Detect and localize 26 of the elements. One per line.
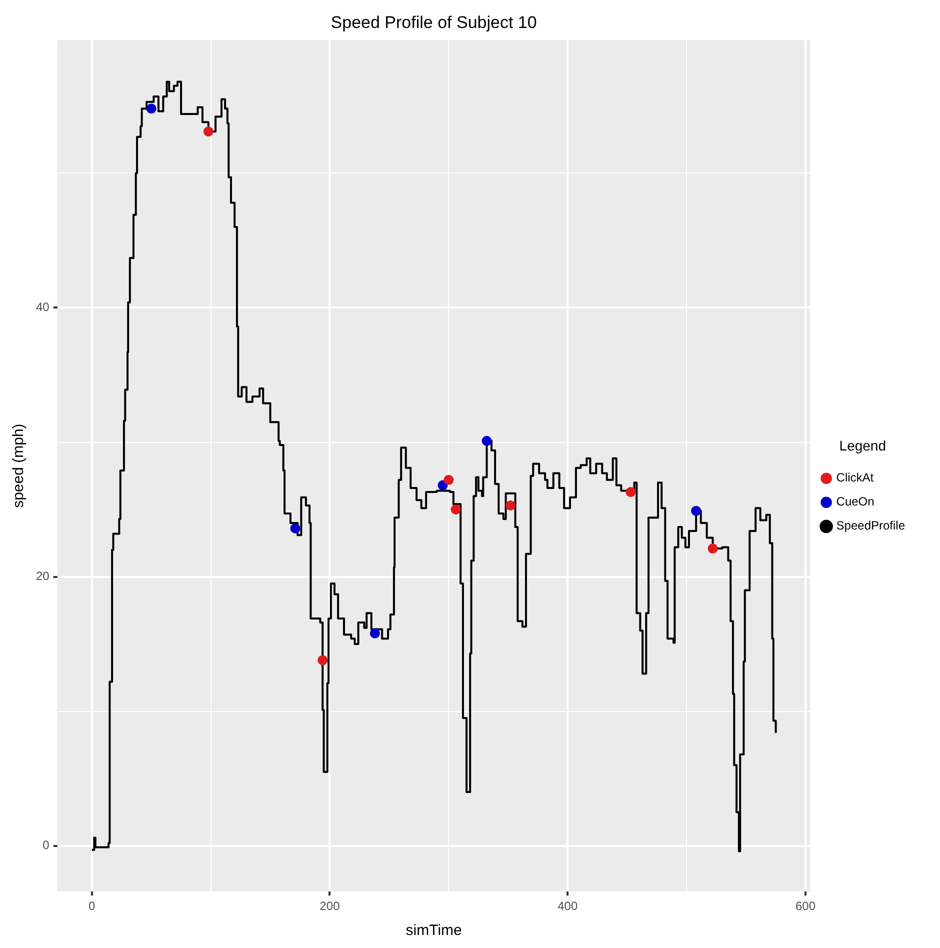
point	[708, 544, 718, 554]
point	[506, 500, 516, 510]
point	[482, 436, 492, 446]
chart-title: Speed Profile of Subject 10	[330, 13, 537, 32]
y-tick-label: 0	[42, 838, 50, 852]
legend-title: Legend	[839, 437, 886, 454]
x-tick-label: 0	[88, 899, 96, 914]
x-tick-label: 200	[320, 899, 340, 914]
y-tick-label: 20	[36, 569, 50, 584]
legend-label: SpeedProfile	[836, 518, 906, 533]
legend-label: ClickAt	[836, 470, 874, 485]
x-axis-title: simTime	[406, 922, 462, 940]
x-tick-label: 600	[796, 899, 816, 914]
point	[203, 126, 214, 136]
point	[318, 655, 328, 666]
x-tick-label: 400	[558, 899, 578, 914]
legend-label: CueOn	[836, 494, 874, 509]
point	[450, 504, 461, 515]
point	[290, 523, 300, 534]
y-axis-title: speed (mph)	[10, 424, 28, 508]
point	[146, 104, 156, 114]
point	[444, 474, 454, 485]
point	[626, 487, 636, 498]
point	[370, 628, 380, 638]
y-tick-label: 40	[36, 300, 50, 314]
point	[691, 506, 702, 516]
